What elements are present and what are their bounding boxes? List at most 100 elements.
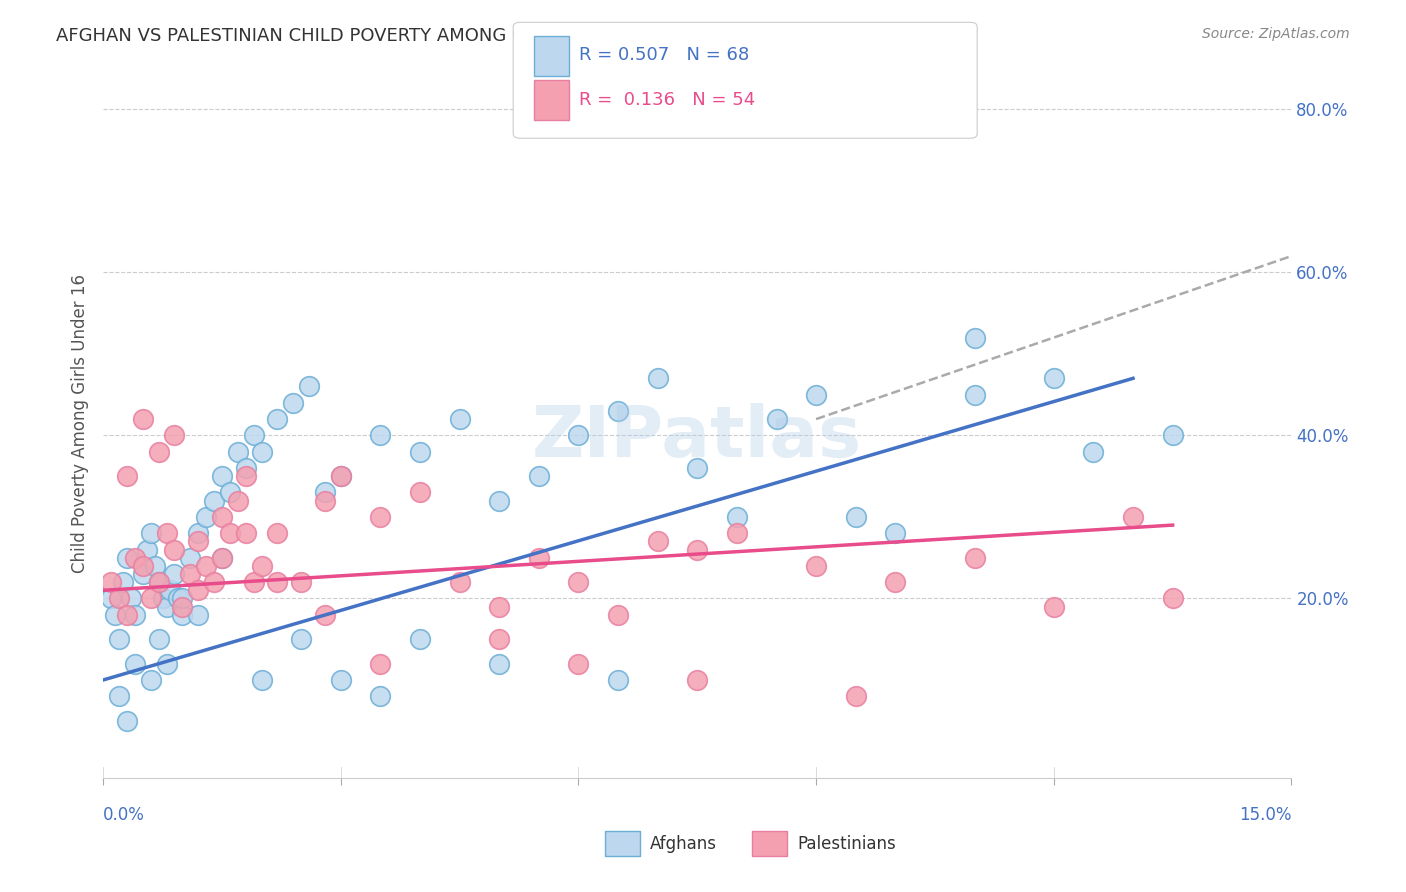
Point: [686, 542, 709, 557]
Point: [115, 550, 138, 565]
Point: [686, 673, 709, 687]
Point: [172, 607, 194, 622]
Point: [963, 387, 986, 401]
Text: 0.0%: 0.0%: [103, 806, 145, 824]
Text: Source: ZipAtlas.com: Source: ZipAtlas.com: [1202, 27, 1350, 41]
Point: [370, 428, 392, 442]
Point: [202, 575, 225, 590]
Point: [143, 558, 166, 573]
Point: [488, 599, 510, 614]
Point: [567, 575, 589, 590]
Point: [329, 469, 352, 483]
Point: [1042, 599, 1064, 614]
Point: [235, 469, 257, 483]
Point: [647, 534, 669, 549]
Point: [187, 607, 209, 622]
Point: [139, 673, 162, 687]
Point: [409, 485, 432, 500]
Point: [884, 575, 907, 590]
Point: [607, 404, 630, 418]
Point: [132, 558, 155, 573]
Point: [686, 461, 709, 475]
Point: [647, 371, 669, 385]
Point: [488, 493, 510, 508]
Point: [884, 526, 907, 541]
Point: [100, 575, 122, 590]
Point: [219, 485, 242, 500]
Point: [100, 591, 122, 606]
Point: [124, 607, 146, 622]
Point: [290, 632, 312, 647]
Point: [219, 526, 242, 541]
Point: [329, 673, 352, 687]
Point: [845, 690, 868, 704]
Point: [108, 632, 131, 647]
Point: [124, 657, 146, 671]
Point: [290, 575, 312, 590]
Point: [135, 542, 157, 557]
Point: [132, 567, 155, 582]
Point: [195, 558, 218, 573]
Point: [115, 714, 138, 728]
Point: [266, 412, 288, 426]
Point: [124, 550, 146, 565]
Point: [187, 526, 209, 541]
Point: [1161, 591, 1184, 606]
Text: Afghans: Afghans: [650, 835, 717, 853]
Point: [567, 428, 589, 442]
Point: [211, 550, 233, 565]
Point: [235, 526, 257, 541]
Point: [725, 526, 748, 541]
Point: [155, 599, 177, 614]
Point: [159, 583, 181, 598]
Point: [167, 591, 190, 606]
Point: [104, 607, 127, 622]
Point: [139, 526, 162, 541]
Point: [804, 558, 827, 573]
Point: [211, 510, 233, 524]
Point: [370, 657, 392, 671]
Point: [250, 444, 273, 458]
Point: [179, 567, 201, 582]
Point: [1161, 428, 1184, 442]
Point: [172, 591, 194, 606]
Point: [111, 575, 134, 590]
Point: [211, 550, 233, 565]
Point: [298, 379, 321, 393]
Text: ZIPatlas: ZIPatlas: [533, 403, 862, 472]
Point: [148, 632, 170, 647]
Point: [120, 591, 142, 606]
Point: [370, 690, 392, 704]
Point: [148, 575, 170, 590]
Point: [211, 469, 233, 483]
Point: [163, 428, 186, 442]
Point: [108, 690, 131, 704]
Point: [845, 510, 868, 524]
Point: [266, 575, 288, 590]
Point: [163, 542, 186, 557]
Point: [148, 575, 170, 590]
Point: [527, 469, 550, 483]
Text: R =  0.136   N = 54: R = 0.136 N = 54: [579, 91, 755, 109]
Point: [963, 330, 986, 344]
Point: [115, 469, 138, 483]
Point: [567, 657, 589, 671]
Point: [725, 510, 748, 524]
Text: Palestinians: Palestinians: [797, 835, 896, 853]
Point: [132, 412, 155, 426]
Point: [314, 485, 336, 500]
Point: [155, 657, 177, 671]
Point: [607, 607, 630, 622]
Point: [804, 387, 827, 401]
Point: [449, 412, 471, 426]
Text: AFGHAN VS PALESTINIAN CHILD POVERTY AMONG GIRLS UNDER 16 CORRELATION CHART: AFGHAN VS PALESTINIAN CHILD POVERTY AMON…: [56, 27, 865, 45]
Point: [155, 526, 177, 541]
Point: [202, 493, 225, 508]
Point: [172, 599, 194, 614]
Point: [250, 558, 273, 573]
Point: [607, 673, 630, 687]
Point: [187, 534, 209, 549]
Point: [1042, 371, 1064, 385]
Point: [283, 396, 305, 410]
Point: [152, 591, 174, 606]
